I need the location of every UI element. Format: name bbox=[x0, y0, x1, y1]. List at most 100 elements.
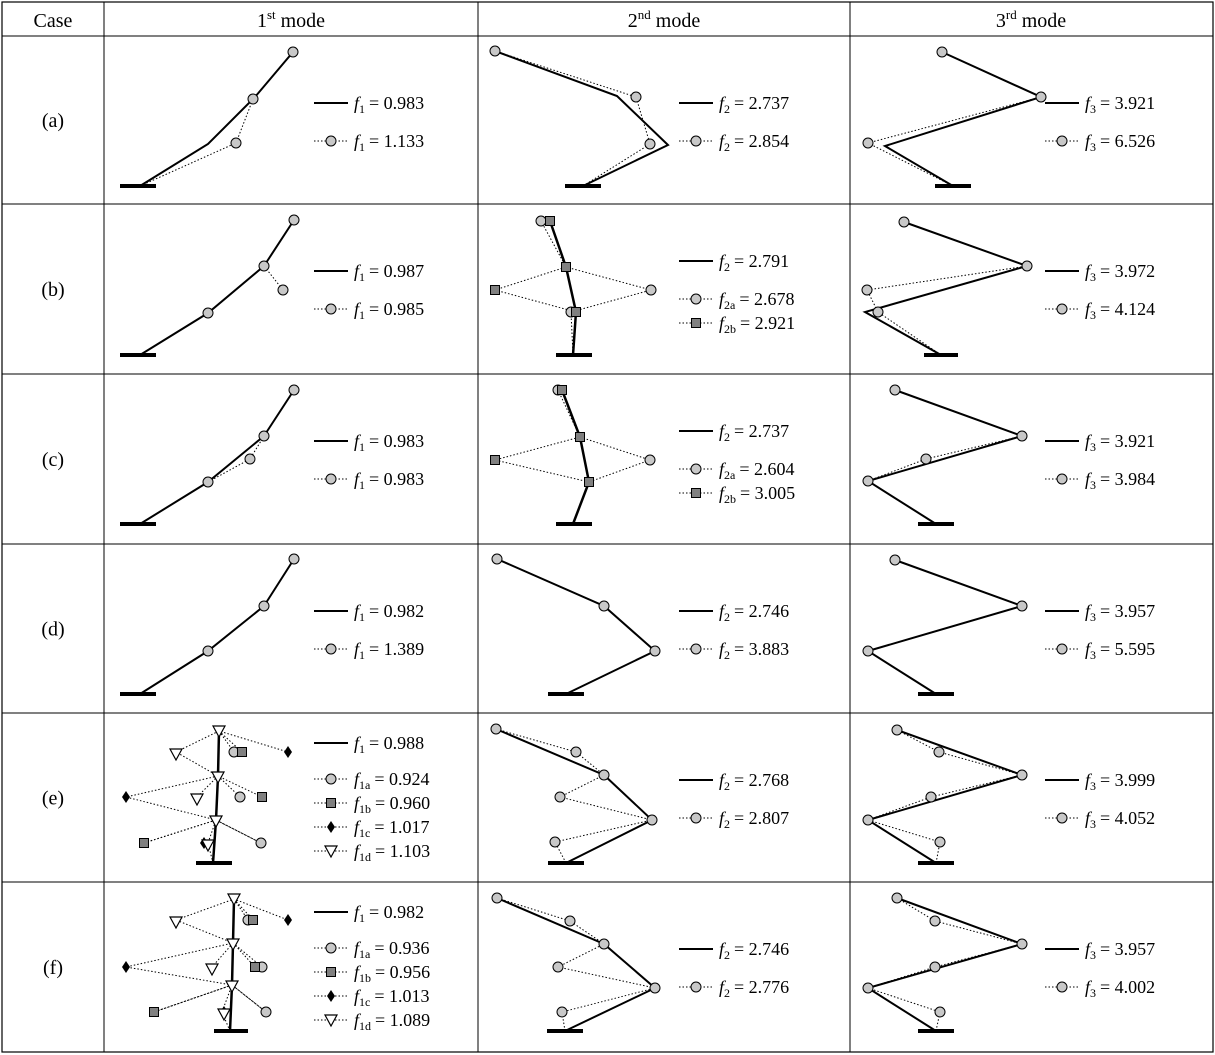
circle-marker bbox=[491, 724, 501, 734]
square-marker bbox=[692, 319, 701, 328]
legend-label: f3 = 4.124 bbox=[1085, 299, 1155, 322]
circle-marker bbox=[691, 136, 701, 146]
legend-entry: f1b = 0.956 bbox=[314, 962, 430, 985]
legend-entry: f3 = 3.921 bbox=[1045, 93, 1155, 116]
dotted-mode-line bbox=[497, 898, 655, 1031]
legend-label: f2 = 3.883 bbox=[719, 639, 789, 662]
legend-label: f2 = 2.776 bbox=[719, 977, 789, 1000]
legend-label: f1 = 0.982 bbox=[354, 601, 424, 624]
legend-label: f1b = 0.960 bbox=[354, 793, 430, 816]
circle-marker bbox=[862, 285, 872, 295]
legend-entry: f2 = 2.854 bbox=[679, 131, 789, 154]
case-label: (a) bbox=[42, 110, 64, 132]
dotted-mode-line bbox=[216, 820, 261, 843]
circle-marker bbox=[259, 431, 269, 441]
circle-marker bbox=[647, 815, 657, 825]
legend-entry: f1b = 0.960 bbox=[314, 793, 430, 816]
circle-marker bbox=[650, 983, 660, 993]
legend-label: f1 = 0.983 bbox=[354, 431, 424, 454]
legend-label: f1c = 1.013 bbox=[354, 986, 430, 1009]
circle-marker bbox=[326, 136, 336, 146]
dotted-mode-line bbox=[208, 266, 283, 313]
legend-label: f2a = 2.604 bbox=[719, 459, 795, 482]
legend-entry: f1 = 0.983 bbox=[314, 93, 424, 116]
circle-marker bbox=[691, 982, 701, 992]
circle-marker bbox=[203, 308, 213, 318]
square-marker bbox=[251, 963, 260, 972]
legend-label: f2 = 2.746 bbox=[719, 939, 789, 962]
legend-entry: f2a = 2.604 bbox=[679, 459, 795, 482]
triangle-marker bbox=[191, 794, 203, 805]
dotted-mode-line bbox=[154, 985, 232, 1031]
diamond-marker bbox=[122, 791, 130, 803]
legend-entry: f3 = 3.957 bbox=[1045, 939, 1155, 962]
solid-mode-line bbox=[885, 52, 1041, 186]
legend-label: f2 = 2.791 bbox=[719, 251, 789, 274]
legend-entry: f1d = 1.089 bbox=[314, 1010, 430, 1033]
legend-entry: f1 = 0.988 bbox=[314, 733, 424, 756]
dotted-mode-line bbox=[495, 437, 589, 482]
circle-marker bbox=[691, 644, 701, 654]
case-label: (c) bbox=[42, 449, 64, 471]
circle-marker bbox=[1057, 136, 1067, 146]
legend-label: f1 = 0.983 bbox=[354, 469, 424, 492]
circle-marker bbox=[278, 285, 288, 295]
legend-entry: f1 = 0.982 bbox=[314, 601, 424, 624]
legend-entry: f3 = 5.595 bbox=[1045, 639, 1155, 662]
dotted-mode-line bbox=[558, 390, 650, 524]
legend-entry: f2 = 2.737 bbox=[679, 421, 789, 444]
circle-marker bbox=[899, 217, 909, 227]
case-label: (e) bbox=[42, 788, 64, 810]
circle-marker bbox=[926, 792, 936, 802]
circle-marker bbox=[1017, 939, 1027, 949]
legend-entry: f3 = 3.972 bbox=[1045, 261, 1155, 284]
circle-marker bbox=[934, 747, 944, 757]
square-marker bbox=[585, 478, 594, 487]
circle-marker bbox=[691, 813, 701, 823]
legend-entry: f3 = 3.984 bbox=[1045, 469, 1155, 492]
legend-label: f1 = 0.988 bbox=[354, 733, 424, 756]
legend-label: f1d = 1.089 bbox=[354, 1010, 430, 1033]
square-marker bbox=[238, 748, 247, 757]
solid-mode-line bbox=[497, 898, 655, 1031]
case-label: (d) bbox=[41, 619, 64, 641]
legend-entries: f1 = 0.983f1 = 1.133f2 = 2.737f2 = 2.854f3 = … bbox=[314, 93, 1155, 1033]
solid-mode-line bbox=[140, 559, 294, 694]
legend-label: f2 = 2.807 bbox=[719, 808, 789, 831]
square-marker bbox=[140, 839, 149, 848]
circle-marker bbox=[1017, 431, 1027, 441]
legend-label: f1 = 0.982 bbox=[354, 902, 424, 925]
legend-label: f3 = 4.052 bbox=[1085, 808, 1155, 831]
legend-entry: f2b = 3.005 bbox=[679, 483, 795, 506]
diamond-marker bbox=[284, 914, 292, 926]
case-label: (b) bbox=[41, 279, 64, 301]
legend-entry: f2b = 2.921 bbox=[679, 313, 795, 336]
triangle-marker bbox=[218, 1009, 230, 1020]
square-marker bbox=[572, 308, 581, 317]
legend-label: f2b = 2.921 bbox=[719, 313, 795, 336]
legend-entry: f1c = 1.013 bbox=[314, 986, 430, 1009]
dotted-mode-line bbox=[140, 52, 293, 186]
triangle-marker bbox=[206, 964, 218, 975]
circle-marker bbox=[245, 454, 255, 464]
circle-marker bbox=[930, 916, 940, 926]
legend-entry: f2 = 2.807 bbox=[679, 808, 789, 831]
legend-label: f1 = 0.983 bbox=[354, 93, 424, 116]
legend-label: f3 = 4.002 bbox=[1085, 977, 1155, 1000]
circle-marker bbox=[326, 304, 336, 314]
circle-marker bbox=[248, 94, 258, 104]
square-marker bbox=[692, 489, 701, 498]
circle-marker bbox=[536, 216, 546, 226]
circle-marker bbox=[937, 47, 947, 57]
legend-entry: f3 = 3.921 bbox=[1045, 431, 1155, 454]
circle-marker bbox=[935, 837, 945, 847]
legend-label: f2 = 2.737 bbox=[719, 93, 789, 116]
circle-marker bbox=[892, 725, 902, 735]
circle-marker bbox=[646, 285, 656, 295]
circle-marker bbox=[256, 838, 266, 848]
legend-entry: f1a = 0.924 bbox=[314, 769, 430, 792]
legend-label: f1 = 0.985 bbox=[354, 299, 424, 322]
square-marker bbox=[546, 217, 555, 226]
diamond-marker bbox=[284, 746, 292, 758]
legend-entry: f1 = 1.389 bbox=[314, 639, 424, 662]
